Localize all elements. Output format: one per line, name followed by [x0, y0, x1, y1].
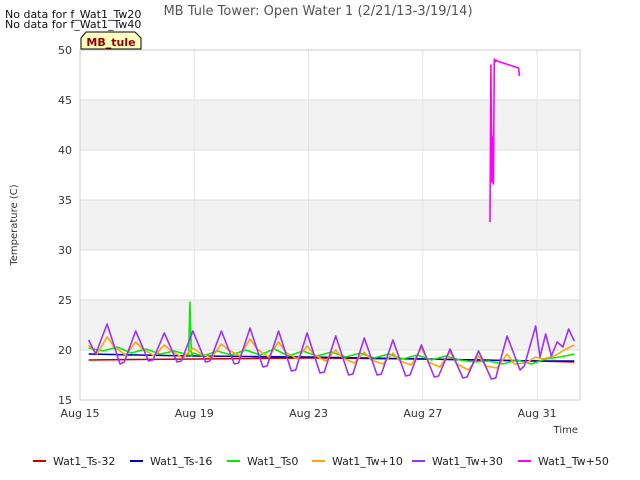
legend-label: Wat1_Ts0 — [247, 455, 298, 468]
legend-label: Wat1_Ts-32 — [53, 455, 115, 468]
legend-label: Wat1_Tw+50 — [538, 455, 609, 468]
plot-band — [80, 100, 580, 150]
plot-frame — [79, 49, 581, 401]
x-tick-label: Aug 31 — [518, 407, 557, 420]
axis-ticks: 15 20 25 30 35 40 45 50 Aug 15 Aug 19 Aug 23 Aug 27… — [58, 44, 557, 420]
legend-label: Wat1_Ts-16 — [150, 455, 212, 468]
no-data-note: No data for f_Wat1_Tw20 — [5, 8, 142, 21]
legend-label: Wat1_Tw+30 — [432, 455, 503, 468]
x-tick-label: Aug 15 — [61, 407, 100, 420]
series-line-wat1-ts-16 — [88, 353, 575, 362]
y-tick-label: 15 — [58, 394, 72, 407]
plot-band — [80, 300, 580, 350]
y-tick-label: 40 — [58, 144, 72, 157]
series-line-wat1-tw-30 — [87, 323, 576, 380]
series-line-wat1-tw-10 — [88, 336, 575, 371]
y-tick-label: 45 — [58, 94, 72, 107]
series-line-wat1-tw-50 — [489, 58, 521, 223]
site-tag-label: MB_tule — [86, 36, 135, 49]
y-tick-label: 20 — [58, 344, 72, 357]
series-line-wat1-ts0 — [88, 301, 575, 365]
y-axis-label: Temperature (C) — [9, 184, 20, 266]
plot-bands — [80, 100, 580, 350]
y-tick-label: 30 — [58, 244, 72, 257]
x-axis-label: Time — [553, 425, 578, 436]
series-lines — [87, 58, 576, 380]
plot-band — [80, 200, 580, 250]
x-tick-label: Aug 19 — [175, 407, 214, 420]
y-tick-label: 35 — [58, 194, 72, 207]
site-tag: MB_tule — [80, 31, 142, 50]
legend-label: Wat1_Tw+10 — [332, 455, 403, 468]
chart-title: MB Tule Tower: Open Water 1 (2/21/13-3/1… — [163, 4, 472, 19]
y-tick-label: 50 — [58, 44, 72, 57]
legend: Wat1_Ts-32 Wat1_Ts-16 Wat1_Ts0 Wat1_Tw+10 Wa… — [33, 455, 609, 468]
y-tick-label: 25 — [58, 294, 72, 307]
no-data-note: No data for f_Wat1_Tw40 — [5, 18, 142, 31]
x-tick-label: Aug 23 — [289, 407, 328, 420]
x-tick-label: Aug 27 — [403, 407, 442, 420]
